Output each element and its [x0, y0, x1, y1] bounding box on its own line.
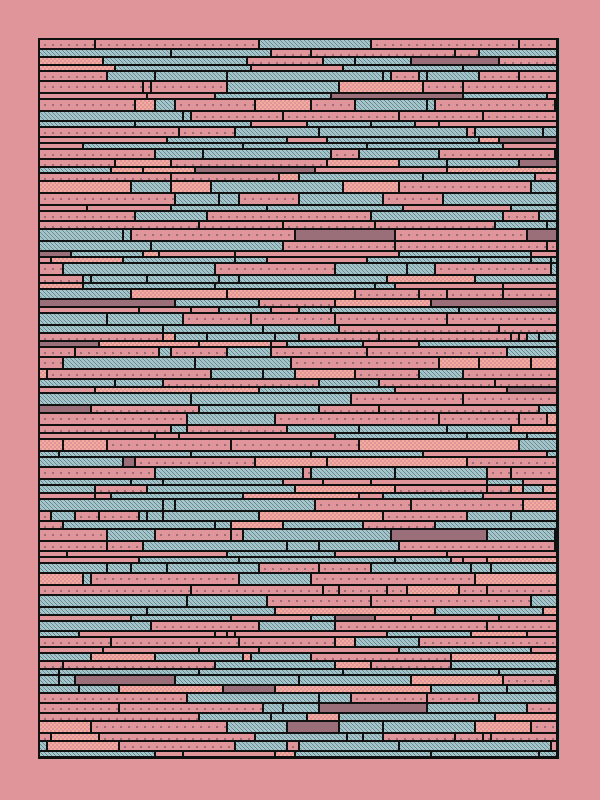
generative-pixel-artwork	[0, 0, 600, 800]
